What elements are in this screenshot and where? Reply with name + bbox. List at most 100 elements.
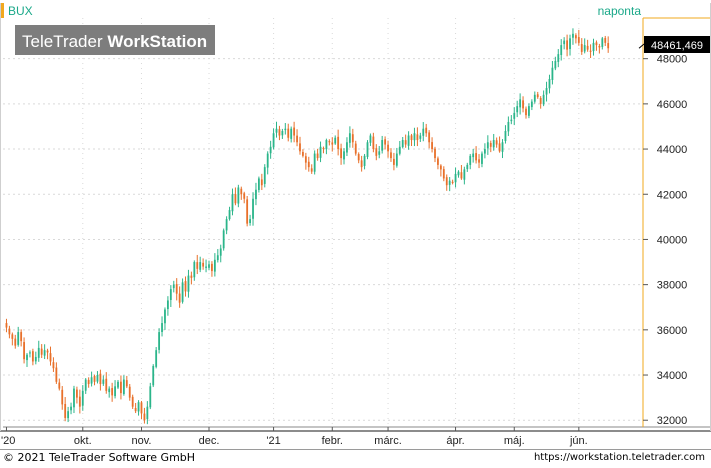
candle-body	[393, 158, 395, 165]
candle-body	[410, 135, 413, 141]
candle-body	[545, 88, 548, 95]
y-tick-label: 48000	[657, 54, 688, 66]
candles-group	[5, 28, 645, 425]
candle-body	[454, 173, 457, 183]
last-price-background	[644, 36, 710, 53]
candle-body	[439, 165, 442, 170]
candle-body	[510, 119, 513, 122]
candle-body	[422, 128, 425, 136]
candle-body	[595, 42, 598, 46]
x-tick-label: okt.	[74, 435, 92, 447]
candle-body	[536, 94, 539, 98]
candle-body	[384, 139, 387, 145]
candle-body	[111, 388, 114, 396]
candle-body	[375, 148, 378, 156]
candle-body	[17, 332, 20, 345]
candle-body	[366, 142, 369, 157]
candle-body	[340, 148, 342, 159]
candle-body	[190, 275, 193, 278]
candle-body	[442, 169, 445, 179]
footer-rule	[0, 449, 711, 450]
candle-body	[184, 281, 187, 292]
candle-body	[530, 101, 533, 108]
candle-body	[84, 379, 87, 391]
candle-body	[331, 142, 334, 145]
candle-body	[325, 140, 328, 150]
candle-body	[137, 402, 140, 412]
candle-body	[187, 275, 190, 292]
candle-body	[425, 127, 428, 134]
candle-body	[257, 178, 260, 190]
candle-body	[152, 365, 155, 386]
y-axis-ticks: 32000 34000 36000 38000 40000 42000 44000 46000…	[643, 54, 688, 427]
candle-body	[67, 411, 70, 419]
x-tick-label: máj.	[504, 435, 525, 447]
candle-body	[43, 350, 46, 356]
candle-body	[87, 379, 90, 385]
candle-body	[316, 153, 319, 159]
plot-area	[3, 3, 643, 427]
candle-body	[172, 284, 175, 289]
candle-body	[252, 198, 254, 219]
candle-body	[114, 386, 116, 397]
candle-body	[354, 143, 357, 154]
candle-body	[49, 353, 52, 362]
candle-body	[513, 112, 516, 119]
candle-body	[445, 177, 448, 186]
candle-body	[78, 396, 81, 407]
candle-body	[302, 152, 304, 156]
candle-body	[586, 45, 589, 50]
symbol-label[interactable]: BUX	[8, 4, 33, 18]
last-price-value: 48461,469	[651, 40, 703, 52]
candle-body	[46, 350, 49, 353]
candle-body	[346, 142, 348, 153]
candle-body	[539, 98, 542, 104]
candle-body	[37, 347, 40, 358]
candle-body	[401, 140, 404, 148]
candle-body	[219, 248, 222, 256]
candle-body	[437, 158, 439, 165]
candle-body	[572, 33, 574, 38]
candle-body	[504, 130, 507, 141]
x-tick-label: febr.	[322, 435, 343, 447]
interval-label[interactable]: naponta	[598, 4, 642, 18]
candle-body	[583, 45, 586, 52]
candle-body	[407, 135, 410, 146]
candle-body	[202, 262, 205, 267]
candle-body	[55, 367, 58, 382]
candle-body	[328, 141, 331, 143]
candle-body	[166, 300, 169, 310]
candle-body	[222, 230, 225, 249]
candle-body	[117, 381, 119, 388]
candle-body	[604, 38, 607, 43]
candle-body	[8, 328, 11, 335]
candle-body	[246, 199, 249, 224]
candle-body	[360, 160, 363, 168]
candle-body	[566, 40, 568, 50]
candle-body	[348, 133, 351, 143]
candle-body	[11, 334, 14, 339]
candle-body	[548, 79, 551, 89]
candle-body	[199, 262, 202, 270]
candle-body	[237, 187, 240, 204]
candle-body	[577, 37, 580, 43]
candle-body	[451, 181, 454, 183]
candle-body	[90, 377, 93, 384]
footer-url[interactable]: https://workstation.teletrader.com	[533, 452, 705, 463]
candle-body	[598, 46, 601, 48]
y-tick-label: 42000	[657, 189, 688, 201]
candle-body	[178, 293, 181, 303]
candle-body	[381, 140, 384, 151]
candle-body	[592, 42, 595, 52]
candle-body	[398, 146, 401, 154]
candle-body	[249, 219, 251, 223]
candle-body	[431, 142, 433, 150]
candle-body	[466, 164, 469, 170]
candle-body	[498, 143, 501, 152]
candle-body	[5, 323, 8, 328]
candle-body	[269, 146, 272, 154]
candle-body	[93, 376, 96, 382]
candle-body	[161, 323, 163, 332]
last-price-pointer	[638, 43, 645, 49]
candle-body	[557, 54, 560, 62]
